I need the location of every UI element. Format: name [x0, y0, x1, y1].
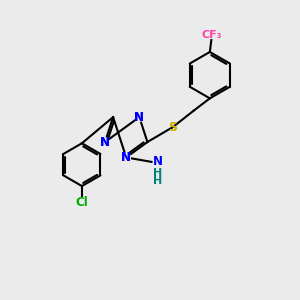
Text: N: N — [100, 136, 110, 148]
Text: N: N — [121, 151, 131, 164]
Circle shape — [101, 138, 109, 146]
Circle shape — [122, 153, 130, 162]
Text: N: N — [134, 111, 144, 124]
Text: H: H — [153, 176, 162, 186]
Text: N: N — [134, 111, 144, 124]
Text: H: H — [153, 168, 163, 178]
Text: N: N — [100, 136, 110, 148]
Text: S: S — [168, 121, 177, 134]
Circle shape — [135, 113, 143, 121]
Text: N: N — [153, 155, 163, 168]
Text: Cl: Cl — [76, 196, 88, 209]
Text: CF₃: CF₃ — [201, 30, 222, 40]
Text: N: N — [121, 151, 131, 164]
